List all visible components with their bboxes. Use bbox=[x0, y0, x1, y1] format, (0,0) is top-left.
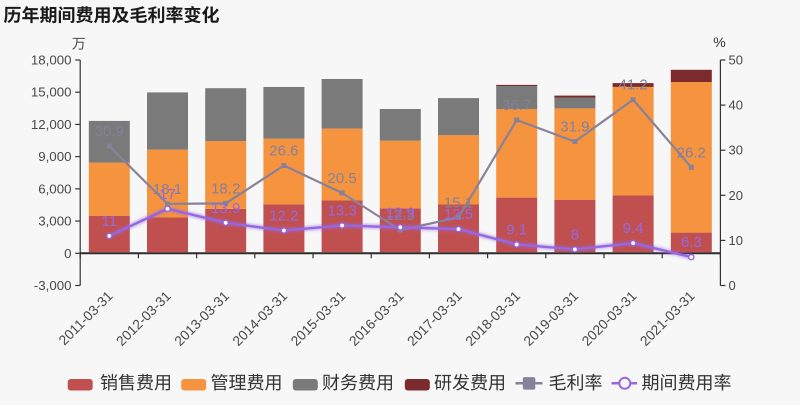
svg-text:18,000: 18,000 bbox=[31, 53, 72, 68]
svg-text:18.1: 18.1 bbox=[153, 181, 182, 198]
svg-text:11: 11 bbox=[102, 213, 118, 230]
svg-text:15.1: 15.1 bbox=[444, 194, 473, 211]
svg-text:6,000: 6,000 bbox=[38, 181, 71, 196]
svg-text:9.4: 9.4 bbox=[623, 220, 644, 237]
svg-text:17: 17 bbox=[159, 186, 176, 203]
svg-text:26.2: 26.2 bbox=[677, 144, 706, 161]
svg-text:15,000: 15,000 bbox=[31, 85, 72, 100]
svg-text:31.9: 31.9 bbox=[560, 119, 589, 136]
svg-text:0: 0 bbox=[729, 278, 736, 293]
svg-text:13.9: 13.9 bbox=[211, 200, 240, 217]
svg-text:9,000: 9,000 bbox=[38, 149, 71, 164]
svg-text:41.2: 41.2 bbox=[618, 77, 647, 94]
svg-text:8: 8 bbox=[571, 226, 579, 243]
svg-text:20: 20 bbox=[729, 188, 743, 203]
svg-text:6.3: 6.3 bbox=[681, 234, 702, 251]
svg-text:30.9: 30.9 bbox=[95, 123, 124, 140]
svg-text:12.9: 12.9 bbox=[386, 204, 415, 221]
svg-text:50: 50 bbox=[729, 53, 743, 68]
svg-text:3,000: 3,000 bbox=[38, 214, 71, 229]
svg-text:18.2: 18.2 bbox=[211, 180, 240, 197]
svg-text:12.5: 12.5 bbox=[444, 206, 473, 223]
svg-text:26.6: 26.6 bbox=[269, 143, 298, 160]
svg-text:-3,000: -3,000 bbox=[34, 278, 72, 293]
svg-text:10: 10 bbox=[729, 233, 743, 248]
svg-text:12,000: 12,000 bbox=[31, 117, 72, 132]
svg-text:9.1: 9.1 bbox=[506, 222, 527, 239]
svg-text:36.7: 36.7 bbox=[502, 97, 531, 114]
svg-text:%: % bbox=[713, 34, 725, 50]
svg-text:40: 40 bbox=[729, 98, 743, 113]
svg-text:12.2: 12.2 bbox=[269, 208, 298, 225]
svg-text:12.3: 12.3 bbox=[386, 207, 415, 224]
svg-text:20.5: 20.5 bbox=[327, 170, 356, 187]
svg-text:30: 30 bbox=[729, 143, 743, 158]
svg-text:13.3: 13.3 bbox=[327, 203, 356, 220]
svg-text:0: 0 bbox=[64, 246, 71, 261]
